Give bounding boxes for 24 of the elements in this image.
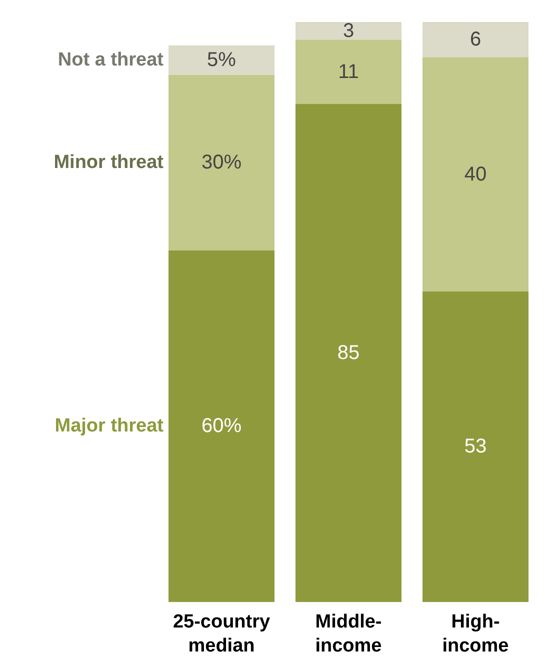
- data-label: 40: [464, 163, 487, 186]
- bar: [296, 40, 402, 104]
- data-label: 5%: [207, 49, 236, 72]
- series-label: Major threat: [54, 416, 164, 437]
- data-label: 85: [337, 342, 360, 364]
- bar: [296, 22, 402, 40]
- series-label: Not a threat: [58, 50, 164, 71]
- bar: [168, 74, 274, 250]
- data-label: 6: [470, 28, 482, 51]
- x-tick-label: 25-country median: [172, 612, 270, 656]
- bar: [422, 22, 528, 58]
- data-label: 3: [342, 20, 354, 42]
- bar: [168, 45, 274, 75]
- data-label: 60%: [201, 415, 242, 438]
- bar: [422, 291, 528, 602]
- data-label: 11: [338, 60, 359, 83]
- data-label: 53: [464, 436, 487, 458]
- x-tick-label: High- income: [442, 612, 509, 656]
- bar: [296, 104, 402, 602]
- series-label: Minor threat: [54, 152, 164, 174]
- bar: [422, 57, 528, 292]
- bar: [168, 250, 274, 602]
- data-label: 30%: [201, 152, 242, 174]
- x-tick-label: Middle- income: [315, 612, 382, 656]
